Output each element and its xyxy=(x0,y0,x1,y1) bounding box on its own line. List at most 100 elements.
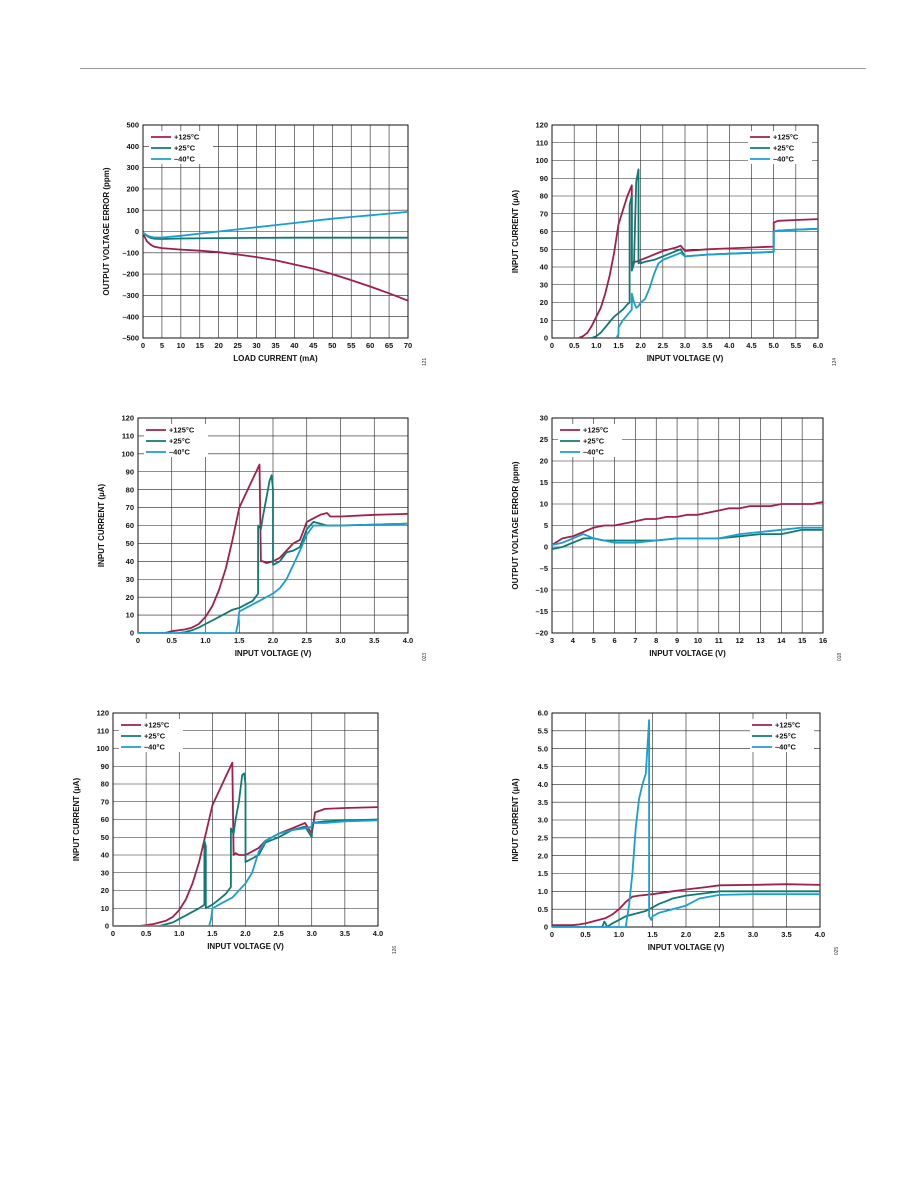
y-tick-label: 10 xyxy=(540,316,548,325)
y-tick-label: 1.0 xyxy=(538,887,548,896)
legend-bg xyxy=(149,153,213,164)
legend-entry: +125°C xyxy=(583,426,609,435)
legend-entry: +125°C xyxy=(773,133,799,142)
series-line xyxy=(159,772,378,926)
series-line xyxy=(143,233,408,302)
x-tick-label: 1.5 xyxy=(207,929,217,938)
series-line xyxy=(552,501,823,546)
y-tick-label: 40 xyxy=(540,263,548,272)
y-tick-label: 70 xyxy=(540,209,548,218)
x-tick-label: 11 xyxy=(715,636,723,645)
y-tick-label: 2.5 xyxy=(538,833,548,842)
x-tick-label: 16 xyxy=(819,636,827,645)
legend-bg xyxy=(149,142,213,153)
plot-frame xyxy=(551,712,821,928)
x-tick-label: 5.5 xyxy=(791,341,801,350)
y-tick-label: 0 xyxy=(105,922,109,931)
y-tick-label: 5 xyxy=(544,521,548,530)
x-tick-label: 2.0 xyxy=(268,636,278,645)
x-tick-label: 1.0 xyxy=(591,341,601,350)
x-tick-label: 2.5 xyxy=(273,929,283,938)
x-tick-label: 2.5 xyxy=(302,636,312,645)
x-tick-label: 4.5 xyxy=(746,341,756,350)
y-tick-label: 15 xyxy=(540,478,548,487)
legend-bg xyxy=(119,719,183,730)
y-tick-label: 0 xyxy=(544,543,548,552)
y-tick-label: 120 xyxy=(96,709,109,718)
legend-entry: +25°C xyxy=(174,144,196,153)
x-tick-label: 4.0 xyxy=(373,929,383,938)
x-tick-label: 3.0 xyxy=(307,929,317,938)
x-tick-label: 1.5 xyxy=(234,636,244,645)
series-line xyxy=(138,463,408,633)
y-tick-label: 10 xyxy=(101,904,109,913)
x-tick-label: 1.0 xyxy=(174,929,184,938)
y-tick-label: 100 xyxy=(535,156,548,165)
x-tick-label: 1.0 xyxy=(614,930,624,939)
y-tick-label: 110 xyxy=(122,432,134,441)
series-line xyxy=(143,231,408,240)
x-tick-label: 20 xyxy=(215,341,223,350)
series-line xyxy=(615,227,818,338)
chart-3: 0 0.5 1.0 1.5 2.0 2.5 3.0 3.5 4.0 0 10 20 30 40 50 60 70… xyxy=(97,414,428,662)
x-tick-label: 5.0 xyxy=(768,341,778,350)
y-tick-label: 30 xyxy=(101,868,109,877)
series-line xyxy=(113,761,378,926)
legend-bg xyxy=(144,435,208,446)
y-tick-label: 60 xyxy=(540,227,548,236)
x-tick-label: 0 xyxy=(141,341,145,350)
x-tick-label: 55 xyxy=(347,341,355,350)
y-tick-label: –5 xyxy=(540,564,548,573)
y-axis-label: INPUT CURRENT (µA) xyxy=(72,778,81,862)
legend-entry: +125°C xyxy=(169,426,195,435)
legend-bg xyxy=(748,131,812,142)
x-tick-label: 2.0 xyxy=(240,929,250,938)
y-tick-label: 0 xyxy=(130,629,134,638)
x-tick-label: 9 xyxy=(675,636,679,645)
plot-frame xyxy=(551,124,819,339)
chart-2: 0 0.5 1.0 1.5 2.0 2.5 3.0 3.5 4.0 4.5 5.0 5.5 6.0 0 10… xyxy=(511,121,838,367)
y-tick-label: 20 xyxy=(540,457,548,466)
x-tick-label: 35 xyxy=(271,341,279,350)
y-tick-label: 20 xyxy=(101,886,109,895)
y-tick-label: –300 xyxy=(122,291,139,300)
figure-code: 023 xyxy=(422,653,428,662)
plot-frame xyxy=(142,124,409,339)
y-axis-label: OUTPUT VOLTAGE ERROR (ppm) xyxy=(511,461,520,589)
y-tick-label: –10 xyxy=(535,586,548,595)
legend-bg xyxy=(748,142,812,153)
figure-code: 121 xyxy=(422,358,428,367)
plot-frame xyxy=(551,417,824,634)
y-tick-label: 90 xyxy=(126,467,134,476)
x-tick-label: 10 xyxy=(177,341,185,350)
chart-5: 0 0.5 1.0 1.5 2.0 2.5 3.0 3.5 4.0 0 10 20 30 40 50 60 70… xyxy=(72,709,398,955)
y-tick-label: 100 xyxy=(121,449,134,458)
x-tick-label: 4.0 xyxy=(403,636,413,645)
x-tick-label: 3.0 xyxy=(335,636,345,645)
y-tick-label: –500 xyxy=(122,334,139,343)
y-tick-label: 300 xyxy=(126,163,139,172)
y-tick-label: 60 xyxy=(101,815,109,824)
x-tick-label: 12 xyxy=(735,636,743,645)
y-tick-label: 200 xyxy=(126,185,139,194)
y-tick-label: 10 xyxy=(540,500,548,509)
y-tick-label: 50 xyxy=(126,539,134,548)
y-tick-label: 50 xyxy=(540,245,548,254)
x-tick-label: 1.5 xyxy=(613,341,623,350)
y-tick-label: 0 xyxy=(544,923,548,932)
x-tick-label: 1.5 xyxy=(647,930,657,939)
x-tick-label: 40 xyxy=(290,341,298,350)
legend-entry: +125°C xyxy=(144,721,170,730)
chart-6: 0 0.5 1.0 1.5 2.0 2.5 3.0 3.5 4.0 0 0.5 1.0 1.5 2.0 2.… xyxy=(511,709,840,956)
legend-bg xyxy=(144,446,208,457)
x-tick-label: 4 xyxy=(571,636,576,645)
series-line xyxy=(578,184,818,338)
y-tick-label: 80 xyxy=(101,780,109,789)
y-tick-label: 70 xyxy=(126,503,134,512)
y-tick-label: 0.5 xyxy=(538,905,548,914)
y-tick-label: –100 xyxy=(122,248,139,257)
y-tick-label: 100 xyxy=(96,744,109,753)
y-tick-label: 3.0 xyxy=(538,816,548,825)
legend-bg xyxy=(750,730,814,741)
x-tick-label: 3 xyxy=(550,636,554,645)
